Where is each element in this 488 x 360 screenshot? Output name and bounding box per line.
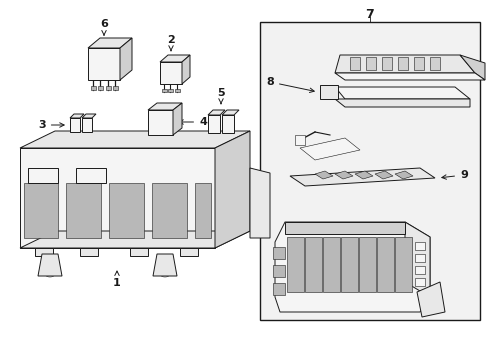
Text: 3: 3 <box>38 120 64 130</box>
Polygon shape <box>340 237 357 292</box>
Polygon shape <box>285 222 404 234</box>
Polygon shape <box>365 57 375 70</box>
Polygon shape <box>173 103 182 135</box>
Polygon shape <box>82 114 96 118</box>
Text: 8: 8 <box>265 77 314 93</box>
Text: 9: 9 <box>441 170 467 180</box>
Polygon shape <box>381 57 391 70</box>
Text: 7: 7 <box>365 8 374 21</box>
Polygon shape <box>394 237 411 292</box>
Polygon shape <box>289 168 434 186</box>
Polygon shape <box>168 89 173 92</box>
Polygon shape <box>70 114 84 118</box>
Polygon shape <box>334 55 474 73</box>
Polygon shape <box>215 131 249 248</box>
Polygon shape <box>182 55 190 84</box>
Polygon shape <box>113 86 118 90</box>
Polygon shape <box>148 103 182 110</box>
Polygon shape <box>416 282 444 317</box>
Polygon shape <box>323 237 339 292</box>
Polygon shape <box>195 183 210 238</box>
Polygon shape <box>20 148 215 248</box>
Polygon shape <box>66 183 101 238</box>
Text: 5: 5 <box>217 88 224 104</box>
Polygon shape <box>24 183 58 238</box>
Polygon shape <box>222 115 234 133</box>
Polygon shape <box>397 57 407 70</box>
Polygon shape <box>180 248 198 256</box>
Polygon shape <box>82 118 92 132</box>
Text: 1: 1 <box>113 271 121 288</box>
Polygon shape <box>38 254 62 276</box>
Polygon shape <box>286 237 304 292</box>
Polygon shape <box>162 89 167 92</box>
Polygon shape <box>120 38 132 80</box>
Polygon shape <box>305 237 321 292</box>
Polygon shape <box>175 89 180 92</box>
Text: 6: 6 <box>100 19 108 35</box>
Polygon shape <box>374 171 392 179</box>
Polygon shape <box>319 85 337 99</box>
Polygon shape <box>160 62 182 84</box>
Polygon shape <box>414 254 424 262</box>
Polygon shape <box>459 55 484 80</box>
Polygon shape <box>414 266 424 274</box>
Polygon shape <box>272 283 285 295</box>
Polygon shape <box>130 248 148 256</box>
Polygon shape <box>349 57 359 70</box>
Polygon shape <box>80 248 98 256</box>
Polygon shape <box>28 168 58 183</box>
Text: 2: 2 <box>167 35 175 51</box>
Polygon shape <box>88 48 120 80</box>
Polygon shape <box>314 171 332 179</box>
Polygon shape <box>414 242 424 250</box>
Polygon shape <box>35 248 53 256</box>
Polygon shape <box>160 55 190 62</box>
Polygon shape <box>106 86 111 90</box>
Polygon shape <box>222 110 239 115</box>
Polygon shape <box>334 99 469 107</box>
Polygon shape <box>91 86 96 90</box>
Polygon shape <box>404 222 429 297</box>
Polygon shape <box>153 254 177 276</box>
Polygon shape <box>70 118 80 132</box>
Text: 4: 4 <box>179 117 206 127</box>
Polygon shape <box>249 168 269 238</box>
Polygon shape <box>413 57 423 70</box>
Polygon shape <box>358 237 375 292</box>
Polygon shape <box>20 131 249 148</box>
Polygon shape <box>260 22 479 320</box>
Polygon shape <box>76 168 106 183</box>
Polygon shape <box>88 38 132 48</box>
Polygon shape <box>148 110 173 135</box>
Polygon shape <box>272 247 285 259</box>
Polygon shape <box>272 265 285 277</box>
Polygon shape <box>414 278 424 286</box>
Polygon shape <box>294 135 305 145</box>
Polygon shape <box>334 171 352 179</box>
Polygon shape <box>354 171 372 179</box>
Polygon shape <box>334 87 469 99</box>
Polygon shape <box>334 73 484 80</box>
Polygon shape <box>376 237 393 292</box>
Polygon shape <box>429 57 439 70</box>
Polygon shape <box>274 222 429 312</box>
Polygon shape <box>109 183 143 238</box>
Polygon shape <box>152 183 186 238</box>
Polygon shape <box>207 110 224 115</box>
Polygon shape <box>20 231 249 248</box>
Polygon shape <box>98 86 103 90</box>
Polygon shape <box>299 138 359 160</box>
Polygon shape <box>394 171 412 179</box>
Polygon shape <box>207 115 220 133</box>
